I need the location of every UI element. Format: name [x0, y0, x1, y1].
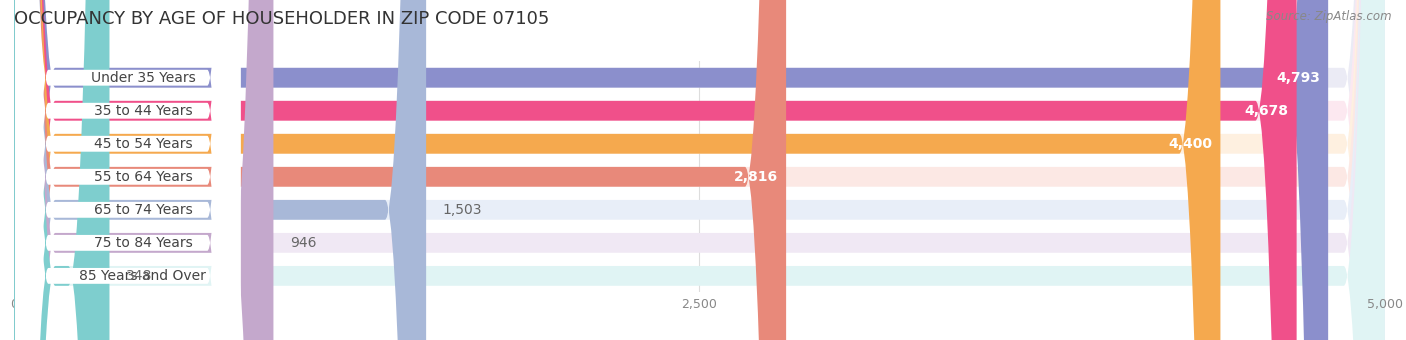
- Text: 1,503: 1,503: [443, 203, 482, 217]
- FancyBboxPatch shape: [14, 0, 1385, 340]
- Text: 4,400: 4,400: [1168, 137, 1212, 151]
- FancyBboxPatch shape: [14, 0, 1296, 340]
- Text: 35 to 44 Years: 35 to 44 Years: [94, 104, 193, 118]
- Text: Source: ZipAtlas.com: Source: ZipAtlas.com: [1267, 10, 1392, 23]
- Text: 348: 348: [127, 269, 152, 283]
- FancyBboxPatch shape: [14, 0, 110, 340]
- Text: 4,793: 4,793: [1277, 71, 1320, 85]
- FancyBboxPatch shape: [14, 0, 1385, 340]
- FancyBboxPatch shape: [14, 0, 786, 340]
- FancyBboxPatch shape: [15, 0, 240, 340]
- Text: 75 to 84 Years: 75 to 84 Years: [94, 236, 193, 250]
- FancyBboxPatch shape: [14, 0, 1385, 340]
- FancyBboxPatch shape: [14, 0, 1385, 340]
- Text: 2,816: 2,816: [734, 170, 778, 184]
- Text: 55 to 64 Years: 55 to 64 Years: [94, 170, 193, 184]
- FancyBboxPatch shape: [14, 0, 1385, 340]
- FancyBboxPatch shape: [15, 0, 240, 340]
- Text: 946: 946: [290, 236, 316, 250]
- FancyBboxPatch shape: [15, 0, 240, 340]
- FancyBboxPatch shape: [15, 0, 240, 340]
- FancyBboxPatch shape: [14, 0, 1385, 340]
- FancyBboxPatch shape: [15, 0, 240, 340]
- Text: 85 Years and Over: 85 Years and Over: [80, 269, 207, 283]
- FancyBboxPatch shape: [14, 0, 426, 340]
- Text: 4,678: 4,678: [1244, 104, 1288, 118]
- Text: 65 to 74 Years: 65 to 74 Years: [94, 203, 193, 217]
- FancyBboxPatch shape: [14, 0, 273, 340]
- FancyBboxPatch shape: [15, 0, 240, 340]
- FancyBboxPatch shape: [15, 0, 240, 340]
- Text: Under 35 Years: Under 35 Years: [90, 71, 195, 85]
- FancyBboxPatch shape: [14, 0, 1220, 340]
- Text: 45 to 54 Years: 45 to 54 Years: [94, 137, 193, 151]
- FancyBboxPatch shape: [14, 0, 1385, 340]
- Text: OCCUPANCY BY AGE OF HOUSEHOLDER IN ZIP CODE 07105: OCCUPANCY BY AGE OF HOUSEHOLDER IN ZIP C…: [14, 10, 550, 28]
- FancyBboxPatch shape: [14, 0, 1329, 340]
